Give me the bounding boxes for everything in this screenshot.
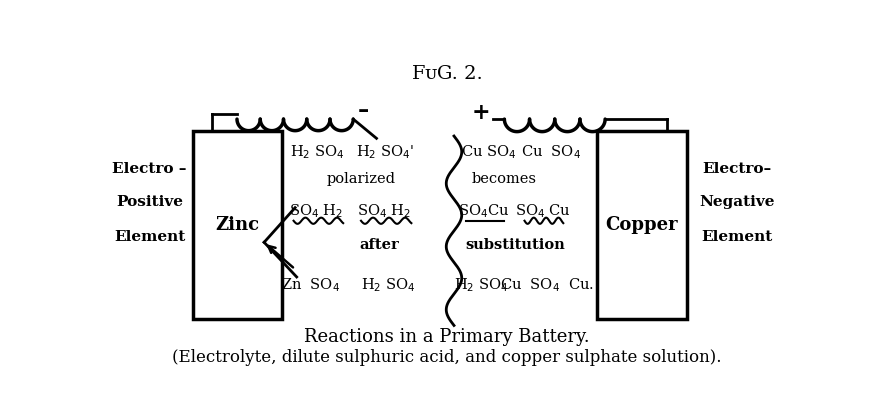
Text: SO$_4$ H$_2$: SO$_4$ H$_2$: [357, 203, 411, 220]
Bar: [597, 131, 686, 319]
Text: Zinc: Zinc: [216, 216, 259, 234]
Text: H$_2$ SO$_4$: H$_2$ SO$_4$: [361, 276, 416, 293]
Bar: [193, 131, 282, 319]
Text: after: after: [359, 238, 399, 251]
Text: Cu  SO$_4$  Cu.: Cu SO$_4$ Cu.: [500, 276, 595, 293]
Text: SO$_4$Cu: SO$_4$Cu: [457, 203, 509, 220]
Text: H$_2$ SO$_4$: H$_2$ SO$_4$: [454, 276, 508, 293]
Text: (Electrolyte, dilute sulphuric acid, and copper sulphate solution).: (Electrolyte, dilute sulphuric acid, and…: [172, 349, 722, 366]
Text: Electro –: Electro –: [112, 162, 187, 176]
Text: Zn  SO$_4$: Zn SO$_4$: [281, 276, 340, 293]
Text: becomes: becomes: [471, 172, 537, 186]
Text: SO$_4$ H$_2$: SO$_4$ H$_2$: [289, 203, 343, 220]
Text: Element: Element: [113, 230, 185, 244]
Text: FᴜG. 2.: FᴜG. 2.: [412, 65, 483, 83]
Text: Positive: Positive: [116, 195, 183, 209]
Text: SO$_4$ Cu: SO$_4$ Cu: [515, 203, 571, 220]
Text: –: –: [358, 100, 369, 122]
Text: Copper: Copper: [606, 216, 678, 234]
Text: Negative: Negative: [699, 195, 774, 209]
Text: Cu  SO$_4$: Cu SO$_4$: [521, 143, 581, 161]
Text: +: +: [471, 102, 491, 124]
Text: Reactions in a Primary Battery.: Reactions in a Primary Battery.: [304, 328, 590, 346]
Text: polarized: polarized: [327, 172, 395, 186]
Text: Element: Element: [701, 230, 773, 244]
Text: H$_2$ SO$_4$': H$_2$ SO$_4$': [356, 143, 414, 161]
Text: substitution: substitution: [465, 238, 566, 251]
Text: Electro–: Electro–: [702, 162, 772, 176]
Text: H$_2$ SO$_4$: H$_2$ SO$_4$: [290, 143, 344, 161]
Text: Cu SO$_4$: Cu SO$_4$: [461, 143, 517, 161]
